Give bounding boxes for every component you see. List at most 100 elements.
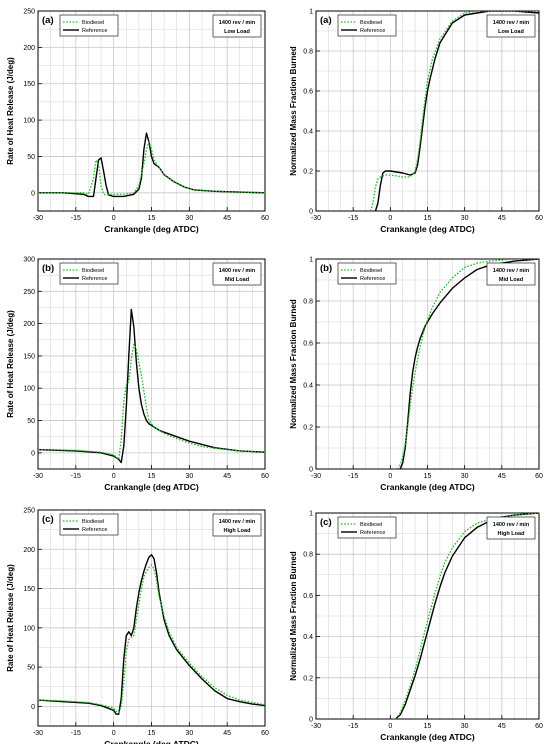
legend-label-biodiesel: Biodiesel bbox=[360, 20, 382, 26]
y-axis-label: Normalized Mass Fraction Burned bbox=[289, 46, 298, 175]
series-line-reference bbox=[374, 11, 539, 211]
condition-box bbox=[486, 14, 536, 38]
x-tick-label: 60 bbox=[261, 730, 269, 737]
x-axis-label: Crankangle (deg ATDC) bbox=[380, 224, 475, 234]
x-tick-label: -15 bbox=[71, 473, 81, 480]
x-tick-label: 15 bbox=[424, 723, 432, 730]
y-tick-label: 200 bbox=[23, 45, 35, 52]
series-line-reference bbox=[38, 554, 265, 715]
series-line-reference bbox=[399, 259, 539, 469]
y-tick-label: 300 bbox=[23, 257, 35, 264]
legend-box bbox=[59, 513, 119, 536]
y-tick-label: 0.6 bbox=[303, 89, 313, 96]
x-tick-label: 0 bbox=[112, 730, 116, 737]
load-label: Mid Load bbox=[499, 277, 523, 283]
x-tick-label: -30 bbox=[311, 473, 321, 480]
x-tick-label: 45 bbox=[498, 723, 506, 730]
x-tick-label: 60 bbox=[535, 473, 543, 480]
legend-box bbox=[59, 14, 119, 37]
speed-label: 1400 rev / min bbox=[493, 20, 530, 26]
y-tick-label: 0.2 bbox=[303, 675, 313, 682]
x-tick-label: -30 bbox=[311, 723, 321, 730]
y-tick-label: 250 bbox=[23, 508, 35, 515]
y-tick-label: 1 bbox=[309, 9, 313, 16]
y-tick-label: 100 bbox=[23, 386, 35, 393]
y-axis-label: Rate of Heat Release (J/deg) bbox=[6, 57, 15, 165]
series-line-biodiesel bbox=[38, 564, 265, 714]
x-tick-label: -15 bbox=[348, 723, 358, 730]
legend-label-biodiesel: Biodiesel bbox=[82, 519, 104, 525]
x-tick-label: 45 bbox=[223, 473, 231, 480]
chart-panel-4: -30 -15 0 15 30 45 60 0 0.2 0.4 0.6 0.8 1 Crankangle … bbox=[289, 257, 543, 493]
speed-label: 1400 rev / min bbox=[219, 268, 256, 274]
y-tick-label: 0 bbox=[31, 704, 35, 711]
legend-label-biodiesel: Biodiesel bbox=[360, 268, 382, 274]
x-axis-label: Crankangle (deg ATDC) bbox=[380, 482, 475, 492]
series-line-reference bbox=[38, 308, 265, 464]
x-tick-label: 30 bbox=[185, 730, 193, 737]
x-tick-label: 0 bbox=[112, 473, 116, 480]
y-tick-label: 0.2 bbox=[303, 425, 313, 432]
legend-box bbox=[59, 262, 119, 285]
x-tick-label: 45 bbox=[223, 730, 231, 737]
condition-box bbox=[486, 516, 536, 540]
y-tick-label: 0.6 bbox=[303, 341, 313, 348]
x-tick-label: -30 bbox=[33, 730, 43, 737]
y-tick-label: 150 bbox=[23, 353, 35, 360]
x-tick-label: 0 bbox=[112, 215, 116, 222]
legend-label-reference: Reference bbox=[82, 276, 107, 282]
x-tick-label: 30 bbox=[185, 473, 193, 480]
x-axis-label: Crankangle (deg ATDC) bbox=[104, 739, 199, 744]
speed-label: 1400 rev / min bbox=[219, 519, 256, 525]
y-tick-label: 0.4 bbox=[303, 383, 313, 390]
y-tick-label: 0.4 bbox=[303, 129, 313, 136]
panel-label: (b) bbox=[320, 263, 332, 274]
y-tick-label: 50 bbox=[27, 418, 35, 425]
x-tick-label: 30 bbox=[185, 215, 193, 222]
x-tick-label: -15 bbox=[71, 215, 81, 222]
legend-label-biodiesel: Biodiesel bbox=[360, 522, 382, 528]
y-tick-label: 250 bbox=[23, 289, 35, 296]
y-axis-label: Rate of Heat Release (J/deg) bbox=[6, 310, 15, 418]
x-tick-label: 60 bbox=[535, 723, 543, 730]
legend-label-reference: Reference bbox=[82, 527, 107, 533]
chart-panel-2: -30 -15 0 15 30 45 60 0 0.2 0.4 0.6 0.8 1 Crankangle … bbox=[289, 9, 543, 235]
condition-box bbox=[212, 14, 262, 38]
panel-label: (c) bbox=[42, 514, 54, 525]
load-label: Mid Load bbox=[225, 277, 249, 283]
x-axis-label: Crankangle (deg ATDC) bbox=[104, 482, 199, 492]
legend-label-reference: Reference bbox=[360, 28, 385, 34]
load-label: Low Load bbox=[224, 29, 250, 35]
panel-label: (a) bbox=[320, 15, 332, 26]
y-tick-label: 0.8 bbox=[303, 552, 313, 559]
speed-label: 1400 rev / min bbox=[219, 20, 256, 26]
y-tick-label: 0 bbox=[309, 209, 313, 216]
chart-panel-6: -30 -15 0 15 30 45 60 0 0.2 0.4 0.6 0.8 1 Crankangle … bbox=[289, 511, 543, 743]
y-tick-label: 0.8 bbox=[303, 299, 313, 306]
series-line-reference bbox=[38, 132, 265, 198]
series-line-biodiesel bbox=[38, 141, 265, 196]
x-tick-label: 0 bbox=[388, 473, 392, 480]
legend-box bbox=[337, 516, 397, 539]
x-tick-label: 60 bbox=[535, 215, 543, 222]
chart-panel-1: -30 -15 0 15 30 45 60 0 50 100 150 200 250 Crankangle… bbox=[6, 9, 269, 235]
panel-label: (b) bbox=[42, 263, 54, 274]
legend-label-biodiesel: Biodiesel bbox=[82, 20, 104, 26]
y-tick-label: 0 bbox=[31, 190, 35, 197]
x-tick-label: -30 bbox=[33, 473, 43, 480]
y-tick-label: 200 bbox=[23, 547, 35, 554]
condition-box bbox=[486, 262, 536, 286]
series-line-biodiesel bbox=[397, 259, 539, 469]
legend-label-reference: Reference bbox=[360, 276, 385, 282]
y-tick-label: 0.8 bbox=[303, 49, 313, 56]
x-tick-label: -15 bbox=[348, 215, 358, 222]
legend-box bbox=[337, 262, 397, 285]
y-axis-label: Rate of Heat Release (J/deg) bbox=[6, 564, 15, 672]
y-tick-label: 50 bbox=[27, 665, 35, 672]
y-tick-label: 0.2 bbox=[303, 169, 313, 176]
x-tick-label: 0 bbox=[388, 723, 392, 730]
y-tick-label: 1 bbox=[309, 257, 313, 264]
y-tick-label: 1 bbox=[309, 511, 313, 518]
y-axis-label: Normalized Mass Fraction Burned bbox=[289, 551, 298, 680]
